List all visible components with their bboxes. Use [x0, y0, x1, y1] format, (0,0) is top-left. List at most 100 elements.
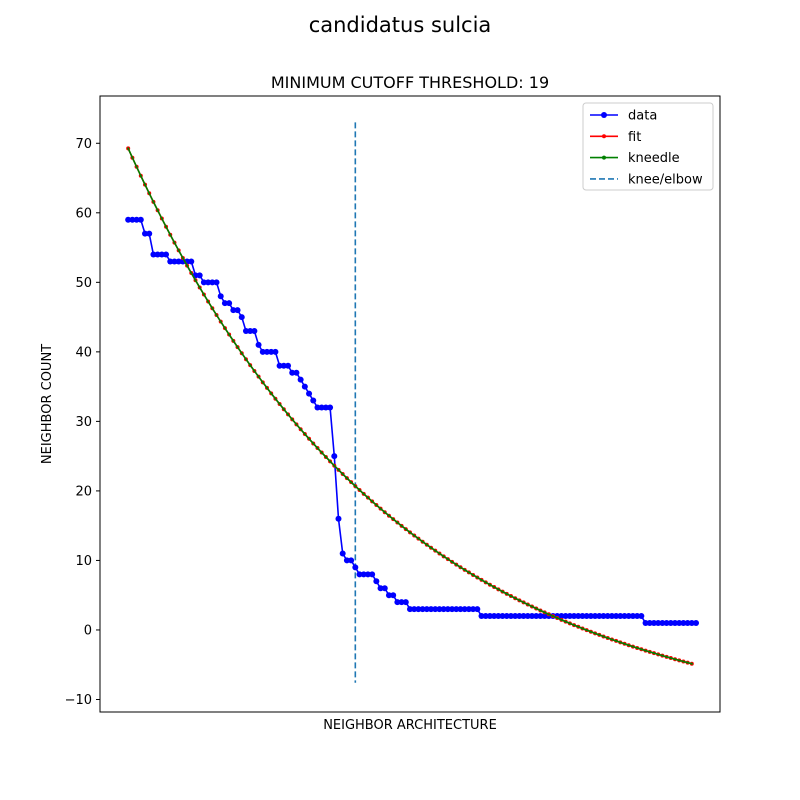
data-point [221, 300, 228, 307]
kneedle-point [350, 481, 353, 484]
data-point [200, 279, 207, 286]
data-point [310, 397, 317, 404]
data-point [528, 613, 535, 620]
kneedle-point [434, 549, 437, 552]
legend-entry: fit [590, 130, 641, 145]
kneedle-point [143, 183, 147, 186]
data-point [226, 300, 233, 307]
data-point [314, 404, 321, 411]
data-point [390, 592, 397, 599]
kneedle-point [295, 423, 298, 426]
data-point [486, 613, 493, 620]
y-axis-label: NEIGHBOR COUNT [40, 344, 55, 464]
kneedle-point [265, 386, 269, 389]
kneedle-point [312, 442, 315, 445]
kneedle-point [215, 313, 218, 317]
data-point [154, 251, 161, 258]
kneedle-point [408, 531, 412, 534]
data-point [634, 613, 641, 620]
kneedle-point [152, 200, 155, 203]
data-point [352, 564, 359, 571]
data-point [587, 613, 594, 620]
data-point [171, 258, 178, 265]
kneedle-point [518, 599, 521, 602]
data-point [348, 557, 355, 564]
kneedle-point [366, 496, 370, 499]
data-point [629, 613, 636, 620]
data-point [276, 362, 283, 369]
data-point [491, 613, 498, 620]
data-point [419, 606, 426, 613]
kneedle-point [135, 165, 138, 168]
data-point [579, 613, 586, 620]
data-point [385, 592, 392, 599]
data-point [642, 620, 649, 627]
data-point [230, 307, 237, 314]
data-point [516, 613, 523, 620]
data-point [188, 258, 195, 265]
data-point [318, 404, 325, 411]
kneedle-point [572, 623, 576, 627]
data-point [659, 620, 666, 627]
data-point [272, 348, 279, 355]
kneedle-point [223, 327, 227, 330]
kneedle-point [148, 192, 151, 195]
kneedle-point [602, 635, 605, 638]
y-tick-label: 10 [75, 554, 92, 569]
kneedle-point [358, 488, 361, 492]
kneedle-point [404, 528, 407, 531]
data-point [209, 279, 216, 286]
kneedle-point [690, 662, 693, 665]
kneedle-point [627, 644, 630, 647]
data-point [613, 613, 620, 620]
kneedle-point [320, 451, 323, 454]
data-point [285, 362, 292, 369]
kneedle-point [236, 345, 239, 349]
data-point [247, 327, 254, 334]
data-point [402, 599, 409, 606]
kneedle-point [400, 524, 403, 527]
kneedle-point [211, 307, 214, 310]
data-point [415, 606, 422, 613]
data-point [394, 599, 401, 606]
data-point [343, 557, 350, 564]
kneedle-point [522, 601, 525, 604]
y-tick-label: 40 [75, 345, 92, 360]
kneedle-point [270, 392, 273, 395]
data-point [512, 613, 519, 620]
kneedle-point [577, 625, 580, 628]
kneedle-point [678, 659, 681, 662]
data-point [537, 613, 544, 620]
kneedle-point [345, 477, 349, 480]
data-point [293, 369, 300, 376]
kneedle-point [593, 632, 597, 635]
data-point [507, 613, 514, 620]
kneedle-point [177, 249, 180, 252]
kneedle-point [274, 397, 277, 400]
kneedle-point [307, 437, 311, 440]
kneedle-point [467, 571, 470, 574]
kneedle-point [291, 418, 294, 421]
kneedle-point [282, 408, 285, 411]
data-point [133, 216, 140, 223]
kneedle-point [341, 472, 344, 476]
data-point [129, 216, 136, 223]
legend-marker [601, 112, 607, 118]
data-point [470, 606, 477, 613]
kneedle-point [190, 271, 193, 275]
data-point [453, 606, 460, 613]
kneedle-point [459, 566, 462, 569]
kneedle-point [164, 225, 168, 228]
kneedle-point [501, 590, 504, 593]
kneedle-point [396, 521, 399, 524]
data-point [571, 613, 578, 620]
data-point [604, 613, 611, 620]
data-point [251, 327, 258, 334]
data-point [676, 620, 683, 627]
data-point [671, 620, 678, 627]
kneedle-point [480, 578, 483, 582]
kneedle-point [362, 492, 365, 495]
kneedle-point [202, 293, 205, 296]
figure-suptitle: candidatus sulcia [309, 13, 492, 37]
kneedle-point [509, 594, 513, 598]
